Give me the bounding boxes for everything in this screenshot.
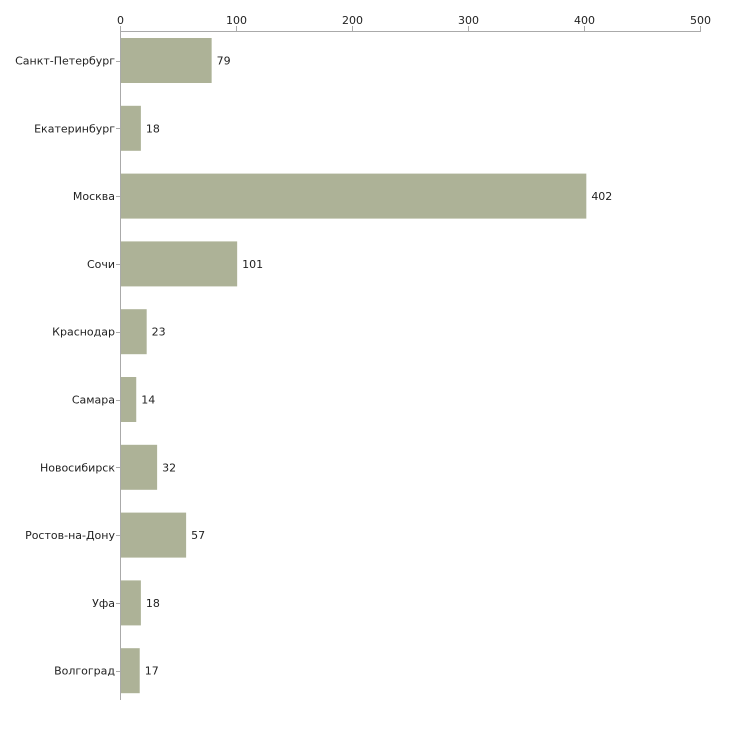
x-tick-label: 0 — [117, 14, 124, 27]
category-label: Ростов-на-Дону — [25, 529, 115, 542]
category-label: Уфа — [92, 597, 115, 610]
x-tick-label: 500 — [690, 14, 711, 27]
x-axis-ticks: 0 100 200 300 400 500 — [117, 14, 711, 32]
x-tick-label: 400 — [574, 14, 595, 27]
bars: Санкт-Петербург 79 Екатеринбург 18 Москва 402… — [15, 38, 612, 694]
category-label: Москва — [73, 190, 115, 203]
value-label: 14 — [141, 394, 155, 407]
category-label: Новосибирск — [40, 461, 115, 474]
value-label: 402 — [591, 190, 612, 203]
bar — [121, 241, 238, 287]
value-label: 79 — [217, 55, 231, 68]
x-tick-label: 100 — [226, 14, 247, 27]
bar — [121, 309, 147, 355]
bar — [121, 38, 212, 83]
category-label: Краснодар — [52, 326, 115, 339]
value-label: 23 — [152, 326, 166, 339]
bar — [121, 173, 587, 219]
bar — [121, 512, 187, 558]
x-tick-label: 200 — [342, 14, 363, 27]
value-label: 32 — [162, 461, 176, 474]
bar — [121, 648, 140, 694]
value-label: 18 — [146, 122, 160, 135]
category-label: Сочи — [87, 258, 115, 271]
x-tick-label: 300 — [458, 14, 479, 27]
bar — [121, 580, 141, 626]
category-label: Екатеринбург — [34, 122, 115, 135]
value-label: 57 — [191, 529, 205, 542]
category-label: Самара — [72, 394, 115, 407]
bar — [121, 444, 158, 490]
category-label: Санкт-Петербург — [15, 55, 115, 68]
bar — [121, 105, 141, 151]
value-label: 17 — [145, 665, 159, 678]
value-label: 101 — [242, 258, 263, 271]
category-label: Волгоград — [54, 665, 115, 678]
value-label: 18 — [146, 597, 160, 610]
bar — [121, 377, 137, 422]
